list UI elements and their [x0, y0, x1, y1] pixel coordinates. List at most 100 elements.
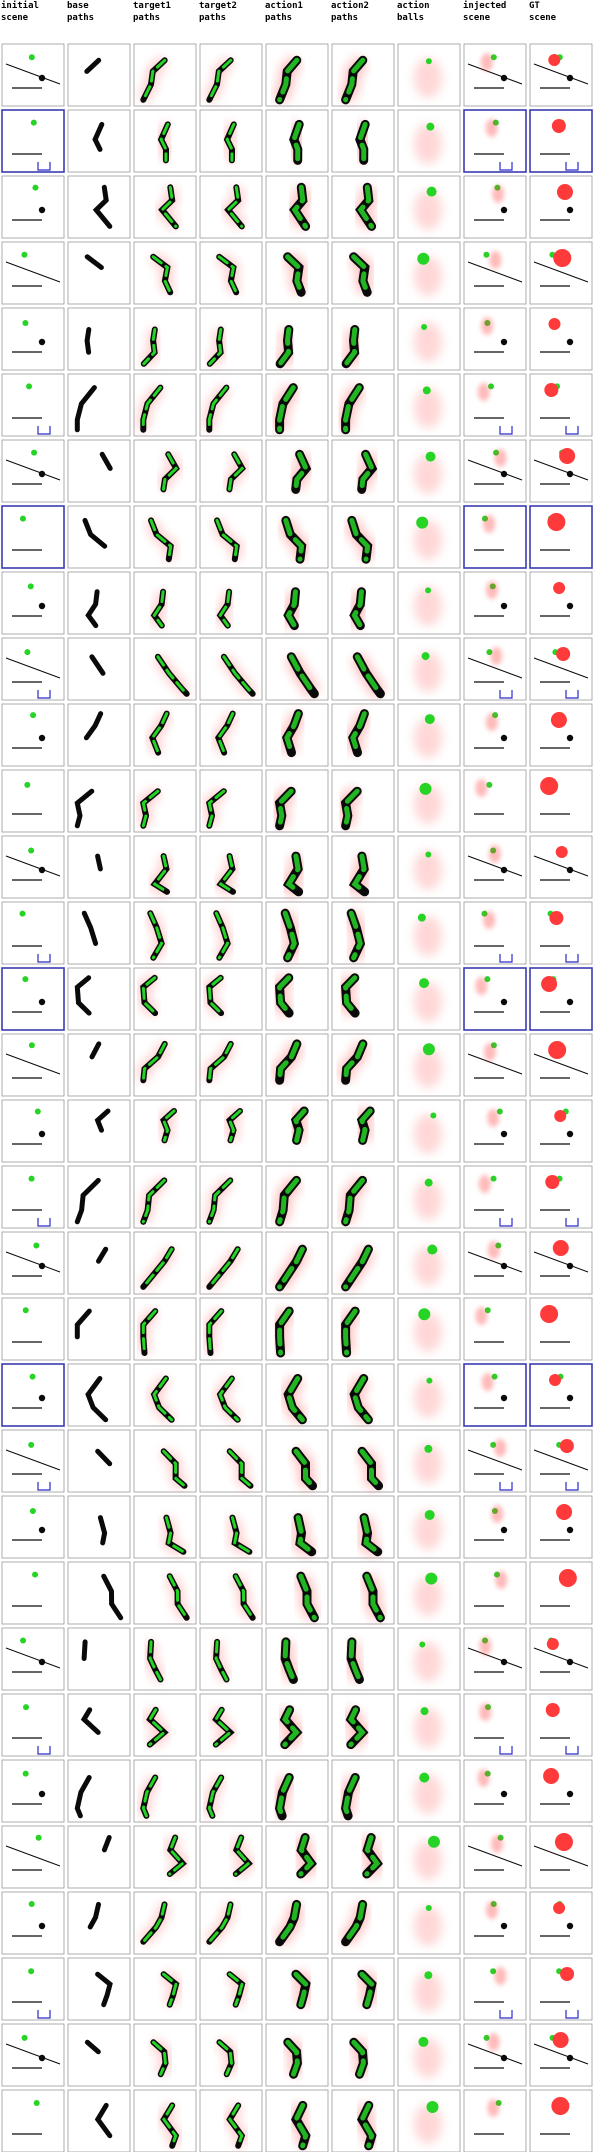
dynamic-ball	[500, 1262, 508, 1270]
result-cell	[463, 835, 527, 899]
dynamic-ball	[38, 2054, 46, 2062]
cell-frame	[1, 1957, 65, 2021]
scene-container	[37, 2010, 51, 2019]
cell-frame	[463, 1627, 527, 1691]
cell-frame	[1, 439, 65, 503]
result-row	[1, 2089, 593, 2152]
scene-container	[37, 1482, 51, 1491]
result-cell	[133, 241, 197, 305]
action-ball	[556, 1504, 573, 1520]
action-path-green	[293, 1108, 307, 1143]
result-cell	[397, 1891, 461, 1955]
result-cell	[265, 1231, 329, 1295]
result-row	[1, 1693, 593, 1757]
result-cell	[265, 1099, 329, 1163]
cell-frame	[133, 1825, 197, 1889]
goal-ball	[486, 781, 493, 788]
cell-frame	[67, 1825, 131, 1889]
action-ball-cloud	[414, 1906, 442, 1946]
scene-ramp	[5, 459, 61, 481]
action-ball-cloud	[414, 1774, 442, 1814]
cell-frame	[199, 901, 263, 965]
result-cell	[529, 835, 593, 899]
base-path	[97, 1515, 108, 1546]
cell-frame	[1, 1693, 65, 1757]
result-cell	[1, 1759, 65, 1823]
target-path-green	[168, 1574, 189, 1620]
cell-frame	[1, 1297, 65, 1361]
target-path-green	[207, 1309, 223, 1355]
cell-frame	[1, 1495, 65, 1559]
result-cell	[265, 1363, 329, 1427]
target-path-green	[227, 1109, 242, 1142]
cell-frame	[133, 1693, 197, 1757]
scene-container	[565, 690, 579, 699]
action-ball	[556, 647, 571, 661]
cell-frame	[67, 439, 131, 503]
target-path-green	[207, 1042, 233, 1082]
result-cell	[1, 1099, 65, 1163]
action-path-green	[293, 2102, 309, 2149]
action-ball	[550, 712, 567, 728]
base-path	[94, 2102, 113, 2139]
result-cell	[265, 307, 329, 371]
action-path-green	[282, 1707, 300, 1748]
action-ball	[554, 1833, 573, 1851]
dynamic-ball	[500, 1130, 508, 1138]
result-cell	[67, 1165, 131, 1229]
result-cell	[397, 637, 461, 701]
result-cell	[463, 901, 527, 965]
action-path-green	[277, 1775, 292, 1819]
column-header-initial-scene: initial scene	[1, 1, 39, 23]
action-ball	[549, 1374, 562, 1386]
result-row	[1, 307, 593, 371]
cell-frame	[199, 1825, 263, 1889]
injected-action-blob	[478, 1175, 491, 1193]
action-path-green	[351, 2039, 366, 2077]
target-path-green	[207, 1902, 232, 1944]
goal-ball	[22, 1307, 29, 1314]
result-cell	[67, 901, 131, 965]
action-ball-cloud	[414, 850, 442, 890]
action-ball-marker	[417, 913, 426, 922]
action-path-green	[285, 1376, 305, 1423]
cell-frame	[463, 1495, 527, 1559]
result-cell	[67, 2023, 131, 2087]
cell-frame	[463, 43, 527, 107]
action-path-green	[276, 788, 294, 829]
result-cell	[397, 1957, 461, 2021]
cell-frame	[67, 1693, 131, 1757]
result-row	[1, 175, 593, 239]
action-ball-cloud	[414, 1444, 442, 1484]
scene-ramp	[467, 1647, 523, 1669]
result-cell	[133, 703, 197, 767]
result-cell	[397, 2023, 461, 2087]
action-path-green	[293, 1971, 309, 2008]
base-path	[95, 1448, 113, 1467]
result-cell	[133, 1297, 197, 1361]
action-path-green	[351, 589, 364, 629]
cell-frame	[529, 967, 593, 1031]
result-cell	[1, 1231, 65, 1295]
result-cell	[397, 769, 461, 833]
result-row	[1, 1231, 593, 1295]
goal-ball	[483, 251, 490, 258]
result-cell	[1, 307, 65, 371]
goal-ball	[28, 1441, 35, 1448]
scene-container	[499, 690, 513, 699]
action-path-green	[359, 2102, 375, 2149]
result-cell	[529, 1825, 593, 1889]
action-path-green	[277, 975, 292, 1016]
base-path	[85, 1376, 109, 1423]
column-header-action-balls: action balls	[397, 1, 430, 23]
result-cell	[331, 43, 395, 107]
result-cell	[67, 2089, 131, 2152]
target-path-green	[207, 789, 226, 828]
action-ball	[556, 184, 573, 200]
result-cell	[397, 1429, 461, 1493]
result-cell	[133, 835, 197, 899]
result-cell	[265, 1297, 329, 1361]
cell-frame	[463, 1297, 527, 1361]
result-cell	[331, 1627, 395, 1691]
action-path-green	[351, 254, 370, 295]
